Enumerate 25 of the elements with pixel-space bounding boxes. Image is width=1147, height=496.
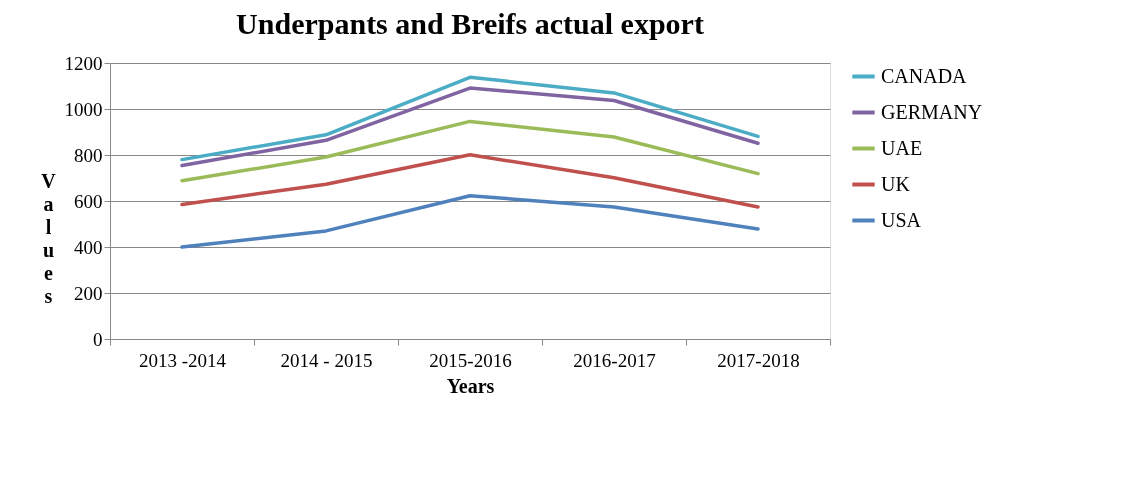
y-axis-title: Values: [41, 169, 57, 307]
x-axis-title: Years: [446, 374, 495, 397]
line-series: [180, 153, 760, 209]
legend-label: CANADA: [881, 64, 968, 87]
legend-label: GERMANY: [881, 100, 983, 123]
line-series: [180, 193, 760, 249]
x-tick-label: 2014 - 2015: [280, 349, 373, 371]
line-series: [180, 86, 760, 168]
y-tick-label: 200: [74, 282, 103, 304]
y-tick-label: 0: [93, 328, 103, 350]
legend-label: UAE: [881, 136, 923, 159]
legend-label: UK: [881, 172, 911, 195]
x-tick-label: 2013 -2014: [138, 349, 227, 371]
chart-title: Underpants and Breifs actual export: [236, 7, 704, 40]
line-series: [180, 75, 760, 162]
x-tick-label: 2016-2017: [573, 349, 656, 371]
y-tick-label: 400: [74, 236, 103, 258]
line-series: [180, 119, 760, 183]
y-tick-label: 1200: [64, 52, 103, 74]
x-tick-label: 2017-2018: [717, 349, 800, 371]
y-tick-label: 800: [74, 144, 103, 166]
y-tick-label: 600: [74, 190, 103, 212]
y-tick-label: 1000: [64, 98, 103, 120]
legend-label: USA: [881, 208, 922, 231]
x-tick-label: 2015-2016: [429, 349, 512, 371]
